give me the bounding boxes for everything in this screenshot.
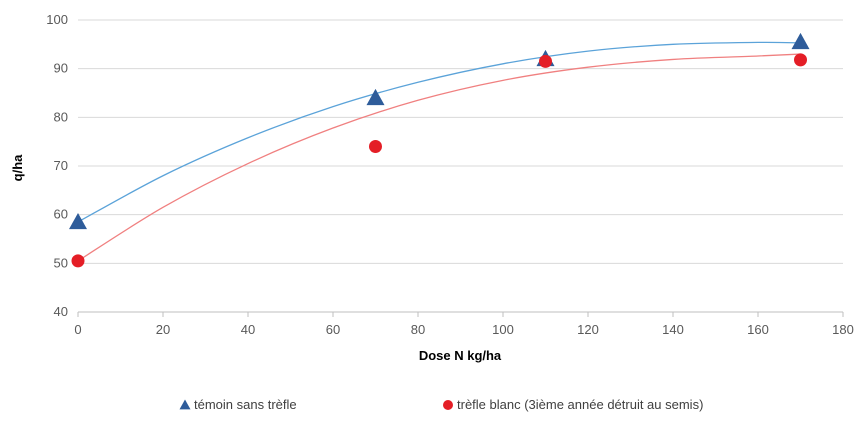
circle-marker <box>794 53 807 67</box>
trendline-series-1 <box>77 41 801 223</box>
x-axis-title: Dose N kg/ha <box>419 348 502 363</box>
y-tick-label: 80 <box>54 109 68 124</box>
circle-marker <box>71 254 85 268</box>
x-tick-label: 60 <box>326 322 340 337</box>
legend-circle-marker <box>443 400 453 410</box>
y-tick-label: 70 <box>54 158 68 173</box>
x-tick-label: 140 <box>662 322 684 337</box>
x-tick-label: 120 <box>577 322 599 337</box>
x-tick-labels: 0 20 40 60 80 100 120 140 160 180 <box>74 322 853 337</box>
gridlines <box>78 19 843 264</box>
legend-label-series-1: témoin sans trèfle <box>194 397 297 412</box>
x-tick-label: 0 <box>74 322 81 337</box>
legend-triangle-marker <box>179 399 191 410</box>
triangle-marker <box>69 212 87 230</box>
data-points <box>69 32 810 268</box>
y-axis-title: q/ha <box>10 154 25 181</box>
y-tick-label: 60 <box>54 207 68 222</box>
x-tick-label: 100 <box>492 322 514 337</box>
legend: témoin sans trèfle trèfle blanc (3ième an… <box>179 397 703 412</box>
triangle-marker <box>791 32 810 50</box>
legend-label-series-2: trèfle blanc (3ième année détruit au sem… <box>457 397 703 412</box>
x-tick-label: 80 <box>411 322 425 337</box>
circle-marker <box>539 54 552 68</box>
y-tick-label: 100 <box>46 12 68 27</box>
y-tick-label: 40 <box>54 304 68 319</box>
y-tick-label: 90 <box>54 61 68 76</box>
trendline-series-2 <box>77 53 801 262</box>
y-tick-labels: 40 50 60 70 80 90 100 <box>46 12 68 319</box>
axes <box>77 311 844 317</box>
trend-lines <box>77 41 801 262</box>
x-tick-label: 20 <box>156 322 170 337</box>
x-tick-label: 160 <box>747 322 769 337</box>
x-tick-label: 40 <box>241 322 255 337</box>
triangle-marker <box>366 88 385 106</box>
x-tick-label: 180 <box>832 322 854 337</box>
circle-marker <box>369 140 382 154</box>
y-tick-label: 50 <box>54 255 68 270</box>
